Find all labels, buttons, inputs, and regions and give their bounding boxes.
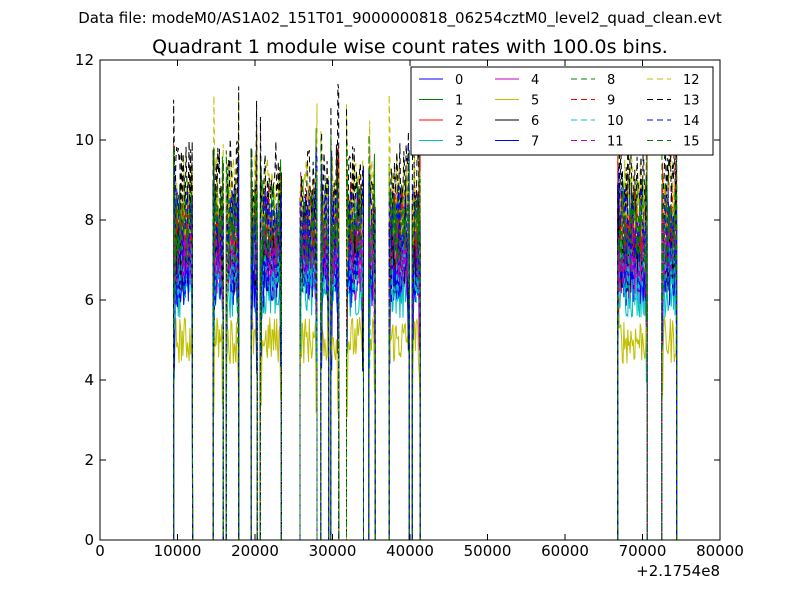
series-line-15: [100, 134, 678, 541]
legend-label-5: 5: [531, 94, 539, 109]
legend-box: [410, 66, 714, 156]
x-tick-label: 50000: [464, 542, 512, 560]
x-tick-label: 30000: [309, 542, 357, 560]
series-line-13: [100, 75, 678, 541]
x-tick-label: 40000: [386, 542, 434, 560]
legend-label-7: 7: [531, 135, 539, 150]
legend-label-12: 12: [683, 73, 700, 88]
legend-label-10: 10: [607, 114, 624, 129]
axes: 0 10000 20000 30000 40000 50000 60000 70000 8000…: [75, 51, 744, 580]
legend-label-4: 4: [531, 73, 539, 88]
y-tick-label: 12: [75, 51, 94, 69]
x-tick-label: 70000: [619, 542, 667, 560]
x-tick-label: 80000: [696, 542, 744, 560]
y-tick-label: 0: [84, 531, 94, 549]
legend-label-13: 13: [683, 94, 700, 109]
x-offset-label: +2.1754e8: [636, 562, 720, 580]
series-lines: [100, 75, 678, 541]
x-tick-label: 0: [95, 542, 105, 560]
legend-label-1: 1: [455, 94, 463, 109]
legend-label-14: 14: [683, 114, 700, 129]
legend-label-2: 2: [455, 114, 463, 129]
series-line-5: [100, 283, 678, 541]
x-tick-label: 60000: [541, 542, 589, 560]
x-tick-label: 10000: [154, 542, 202, 560]
legend-label-11: 11: [607, 135, 624, 150]
legend-label-8: 8: [607, 73, 615, 88]
y-tick-label: 6: [84, 291, 94, 309]
series-line-11: [100, 170, 678, 541]
x-tick-label: 20000: [231, 542, 279, 560]
y-tick-label: 4: [84, 371, 94, 389]
figure-suptitle: Data file: modeM0/AS1A02_151T01_90000008…: [78, 9, 722, 27]
legend-label-15: 15: [683, 135, 700, 150]
legend-label-0: 0: [455, 73, 463, 88]
legend-label-6: 6: [531, 114, 539, 129]
y-tick-label: 2: [84, 451, 94, 469]
series-line-14: [100, 143, 678, 541]
y-tick-label: 8: [84, 211, 94, 229]
chart-title: Quadrant 1 module wise count rates with …: [152, 36, 668, 58]
legend-label-9: 9: [607, 94, 615, 109]
y-tick-label: 10: [75, 131, 94, 149]
legend-label-3: 3: [455, 135, 463, 150]
